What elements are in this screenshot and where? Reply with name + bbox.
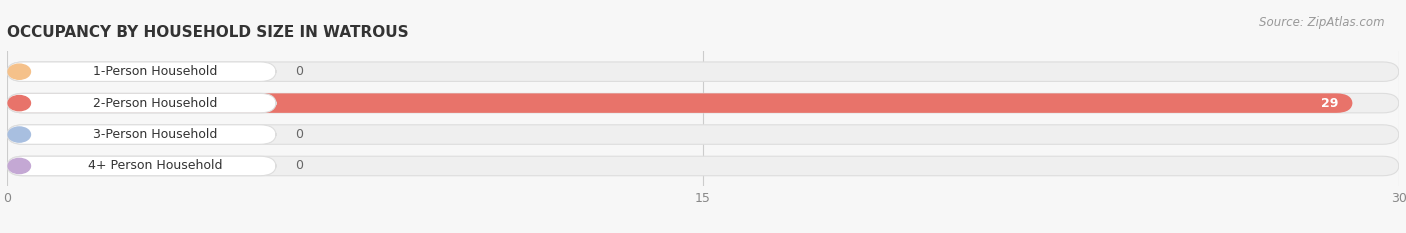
Text: 1-Person Household: 1-Person Household — [93, 65, 218, 78]
FancyBboxPatch shape — [7, 93, 1399, 113]
FancyBboxPatch shape — [7, 93, 1353, 113]
FancyBboxPatch shape — [7, 93, 276, 113]
Text: 4+ Person Household: 4+ Person Household — [87, 159, 222, 172]
FancyBboxPatch shape — [7, 156, 276, 176]
Circle shape — [8, 158, 31, 174]
FancyBboxPatch shape — [7, 62, 276, 81]
Circle shape — [8, 64, 31, 79]
FancyBboxPatch shape — [7, 125, 276, 144]
FancyBboxPatch shape — [7, 156, 1399, 176]
FancyBboxPatch shape — [7, 125, 1399, 144]
Circle shape — [8, 96, 31, 111]
Text: OCCUPANCY BY HOUSEHOLD SIZE IN WATROUS: OCCUPANCY BY HOUSEHOLD SIZE IN WATROUS — [7, 25, 409, 40]
Circle shape — [8, 127, 31, 142]
Text: 29: 29 — [1322, 97, 1339, 110]
Text: 0: 0 — [295, 128, 302, 141]
Text: Source: ZipAtlas.com: Source: ZipAtlas.com — [1260, 16, 1385, 29]
FancyBboxPatch shape — [7, 62, 1399, 81]
Text: 0: 0 — [295, 65, 302, 78]
Text: 3-Person Household: 3-Person Household — [93, 128, 218, 141]
Text: 2-Person Household: 2-Person Household — [93, 97, 218, 110]
Text: 0: 0 — [295, 159, 302, 172]
